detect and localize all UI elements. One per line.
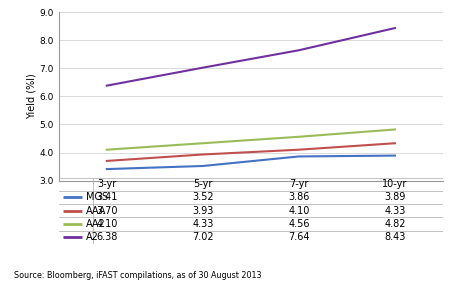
- Text: 3.93: 3.93: [192, 206, 213, 216]
- Text: 4.33: 4.33: [383, 206, 405, 216]
- Text: 6.38: 6.38: [96, 232, 117, 242]
- Text: 4.10: 4.10: [96, 219, 117, 229]
- Text: 4.82: 4.82: [383, 219, 405, 229]
- Text: MGS: MGS: [86, 192, 107, 203]
- Text: 4.56: 4.56: [287, 219, 309, 229]
- Text: iFAST: iFAST: [385, 266, 423, 279]
- Text: 3.86: 3.86: [288, 192, 309, 203]
- Text: 3-yr: 3-yr: [97, 179, 116, 189]
- Text: 8.43: 8.43: [383, 232, 405, 242]
- Text: 4.33: 4.33: [192, 219, 213, 229]
- Text: 10-yr: 10-yr: [382, 179, 407, 189]
- Text: 3.70: 3.70: [96, 206, 117, 216]
- Text: 5-yr: 5-yr: [193, 179, 212, 189]
- Text: 3.52: 3.52: [192, 192, 213, 203]
- Text: 7.02: 7.02: [192, 232, 213, 242]
- Y-axis label: Yield (%l): Yield (%l): [27, 73, 37, 119]
- Text: AA2: AA2: [86, 219, 105, 229]
- Text: 4.10: 4.10: [288, 206, 309, 216]
- Text: AAA: AAA: [86, 206, 106, 216]
- Text: 3.89: 3.89: [383, 192, 405, 203]
- Text: 7-yr: 7-yr: [289, 179, 308, 189]
- Text: Source: Bloomberg, iFAST compilations, as of 30 August 2013: Source: Bloomberg, iFAST compilations, a…: [14, 271, 261, 280]
- Text: 7.64: 7.64: [287, 232, 309, 242]
- Text: 3.41: 3.41: [96, 192, 117, 203]
- Text: A2: A2: [86, 232, 98, 242]
